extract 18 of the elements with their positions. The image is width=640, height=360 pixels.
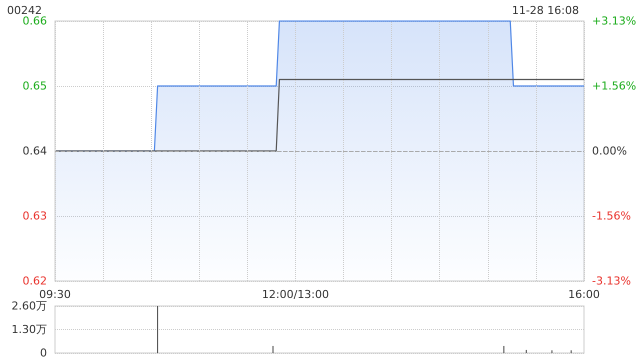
y-tick-label: 2.60万 (12, 300, 47, 312)
y-tick-label: 0.65 (22, 80, 47, 92)
y-tick-label: 0 (40, 346, 47, 360)
y2-tick-label: 0.00% (592, 144, 627, 158)
y2-tick-label: +1.56% (592, 80, 636, 93)
y2-tick-label: -1.56% (592, 209, 631, 222)
text: 11-28 16:08 (512, 4, 580, 17)
y2-tick-label: -3.13% (592, 274, 631, 288)
x-tick-label: 16:00 (568, 288, 600, 301)
chart-title: 00242 (7, 4, 42, 17)
y-tick-label: 0.66 (22, 14, 47, 28)
y-tick-label: 0.63 (22, 210, 47, 222)
x-tick-label: 12:00/13:00 (262, 288, 330, 301)
y2-tick-label: +3.13% (592, 14, 636, 28)
y-tick-label: 1.30万 (12, 323, 47, 336)
x-tick-label: 09:30 (39, 288, 71, 301)
y-tick-label: 0.64 (22, 144, 47, 158)
y-tick-label: 0.62 (22, 274, 47, 288)
